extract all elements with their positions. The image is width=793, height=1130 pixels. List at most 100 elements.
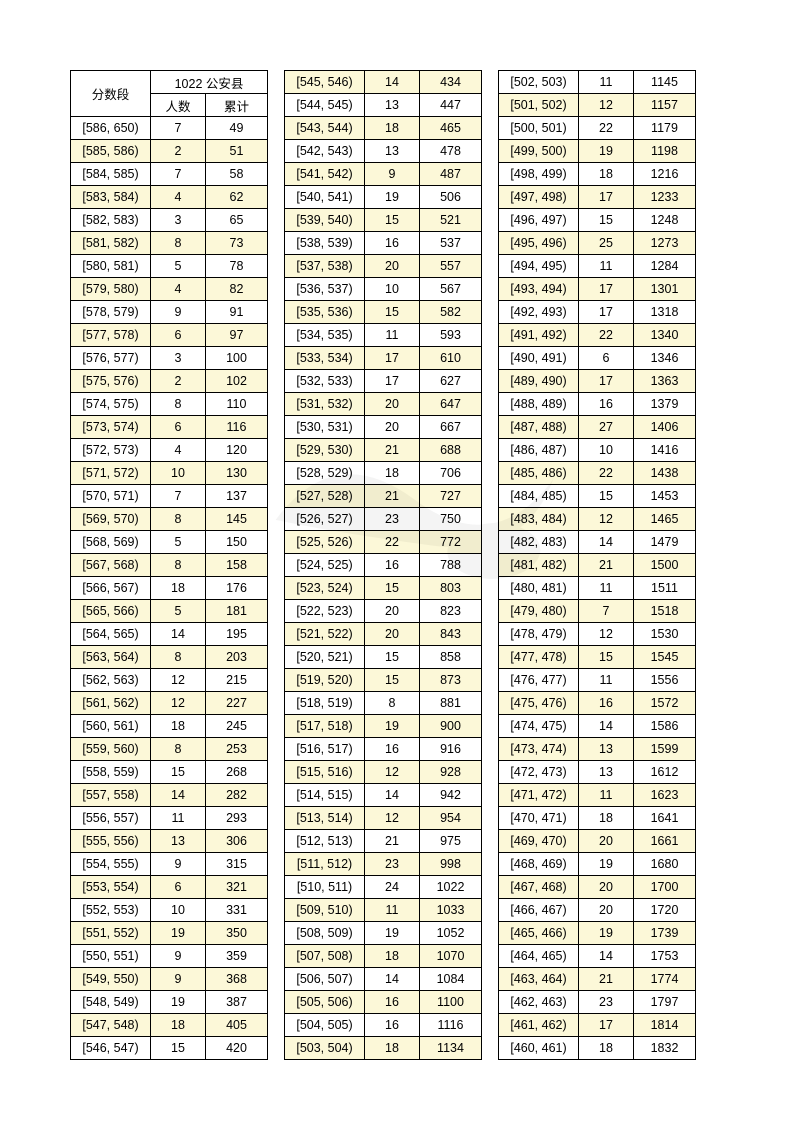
cell-count: 19 [365, 922, 420, 945]
cell-range: [461, 462) [499, 1014, 579, 1037]
cell-count: 20 [579, 830, 634, 853]
table-row: [535, 536)15582 [285, 301, 482, 324]
cell-cumulative: 321 [206, 876, 268, 899]
cell-cumulative: 942 [420, 784, 482, 807]
table-row: [503, 504)181134 [285, 1037, 482, 1060]
cell-cumulative: 1179 [634, 117, 696, 140]
cell-range: [584, 585) [71, 163, 151, 186]
table-row: [547, 548)18405 [71, 1014, 268, 1037]
cell-count: 9 [365, 163, 420, 186]
table-row: [581, 582)873 [71, 232, 268, 255]
cell-range: [573, 574) [71, 416, 151, 439]
cell-cumulative: 78 [206, 255, 268, 278]
cell-cumulative: 1814 [634, 1014, 696, 1037]
table-row: [489, 490)171363 [499, 370, 696, 393]
cell-cumulative: 91 [206, 301, 268, 324]
cell-count: 14 [579, 531, 634, 554]
table-row: [493, 494)171301 [499, 278, 696, 301]
cell-range: [496, 497) [499, 209, 579, 232]
table-row: [461, 462)171814 [499, 1014, 696, 1037]
table-row: [513, 514)12954 [285, 807, 482, 830]
cell-cumulative: 1479 [634, 531, 696, 554]
cell-cumulative: 315 [206, 853, 268, 876]
cell-range: [532, 533) [285, 370, 365, 393]
table-row: [549, 550)9368 [71, 968, 268, 991]
table-row: [580, 581)578 [71, 255, 268, 278]
cell-range: [500, 501) [499, 117, 579, 140]
cell-count: 15 [151, 761, 206, 784]
cell-cumulative: 195 [206, 623, 268, 646]
cell-cumulative: 487 [420, 163, 482, 186]
table-row: [521, 522)20843 [285, 623, 482, 646]
cell-range: [499, 500) [499, 140, 579, 163]
cell-count: 19 [579, 140, 634, 163]
cell-range: [510, 511) [285, 876, 365, 899]
cell-count: 18 [579, 163, 634, 186]
cell-range: [492, 493) [499, 301, 579, 324]
cell-count: 7 [151, 117, 206, 140]
table-row: [546, 547)15420 [71, 1037, 268, 1060]
cell-cumulative: 158 [206, 554, 268, 577]
cell-range: [545, 546) [285, 71, 365, 94]
cell-range: [470, 471) [499, 807, 579, 830]
cell-count: 6 [151, 876, 206, 899]
cell-cumulative: 227 [206, 692, 268, 715]
cell-cumulative: 1572 [634, 692, 696, 715]
cell-count: 10 [365, 278, 420, 301]
cell-count: 18 [151, 577, 206, 600]
cell-count: 18 [365, 945, 420, 968]
cell-count: 22 [579, 117, 634, 140]
cell-count: 17 [579, 301, 634, 324]
cell-count: 18 [365, 1037, 420, 1060]
cell-count: 22 [579, 324, 634, 347]
cell-range: [560, 561) [71, 715, 151, 738]
table-row: [520, 521)15858 [285, 646, 482, 669]
table-row: [570, 571)7137 [71, 485, 268, 508]
cell-cumulative: 1661 [634, 830, 696, 853]
cell-count: 2 [151, 370, 206, 393]
cell-cumulative: 1530 [634, 623, 696, 646]
cell-count: 21 [365, 830, 420, 853]
cell-cumulative: 1720 [634, 899, 696, 922]
table-row: [557, 558)14282 [71, 784, 268, 807]
cell-range: [475, 476) [499, 692, 579, 715]
header-region: 1022 公安县 [151, 71, 268, 94]
cell-range: [463, 464) [499, 968, 579, 991]
cell-count: 12 [365, 807, 420, 830]
cell-count: 14 [365, 784, 420, 807]
cell-range: [581, 582) [71, 232, 151, 255]
cell-range: [566, 567) [71, 577, 151, 600]
cell-count: 22 [579, 462, 634, 485]
cell-cumulative: 368 [206, 968, 268, 991]
cell-cumulative: 975 [420, 830, 482, 853]
cell-range: [506, 507) [285, 968, 365, 991]
cell-cumulative: 1318 [634, 301, 696, 324]
cell-range: [460, 461) [499, 1037, 579, 1060]
cell-range: [505, 506) [285, 991, 365, 1014]
table-row: [543, 544)18465 [285, 117, 482, 140]
cell-count: 6 [151, 324, 206, 347]
cell-count: 11 [365, 899, 420, 922]
cell-cumulative: 268 [206, 761, 268, 784]
table-row: [540, 541)19506 [285, 186, 482, 209]
table-row: [548, 549)19387 [71, 991, 268, 1014]
cell-range: [542, 543) [285, 140, 365, 163]
cell-count: 11 [579, 255, 634, 278]
table-row: [496, 497)151248 [499, 209, 696, 232]
cell-cumulative: 1116 [420, 1014, 482, 1037]
table-row: [502, 503)111145 [499, 71, 696, 94]
cell-count: 20 [579, 899, 634, 922]
cell-range: [497, 498) [499, 186, 579, 209]
table-row: [514, 515)14942 [285, 784, 482, 807]
cell-count: 5 [151, 600, 206, 623]
cell-range: [552, 553) [71, 899, 151, 922]
cell-cumulative: 1301 [634, 278, 696, 301]
cell-cumulative: 557 [420, 255, 482, 278]
cell-count: 10 [579, 439, 634, 462]
cell-range: [567, 568) [71, 554, 151, 577]
cell-cumulative: 1739 [634, 922, 696, 945]
cell-range: [511, 512) [285, 853, 365, 876]
cell-cumulative: 1832 [634, 1037, 696, 1060]
table-row: [474, 475)141586 [499, 715, 696, 738]
cell-count: 9 [151, 301, 206, 324]
